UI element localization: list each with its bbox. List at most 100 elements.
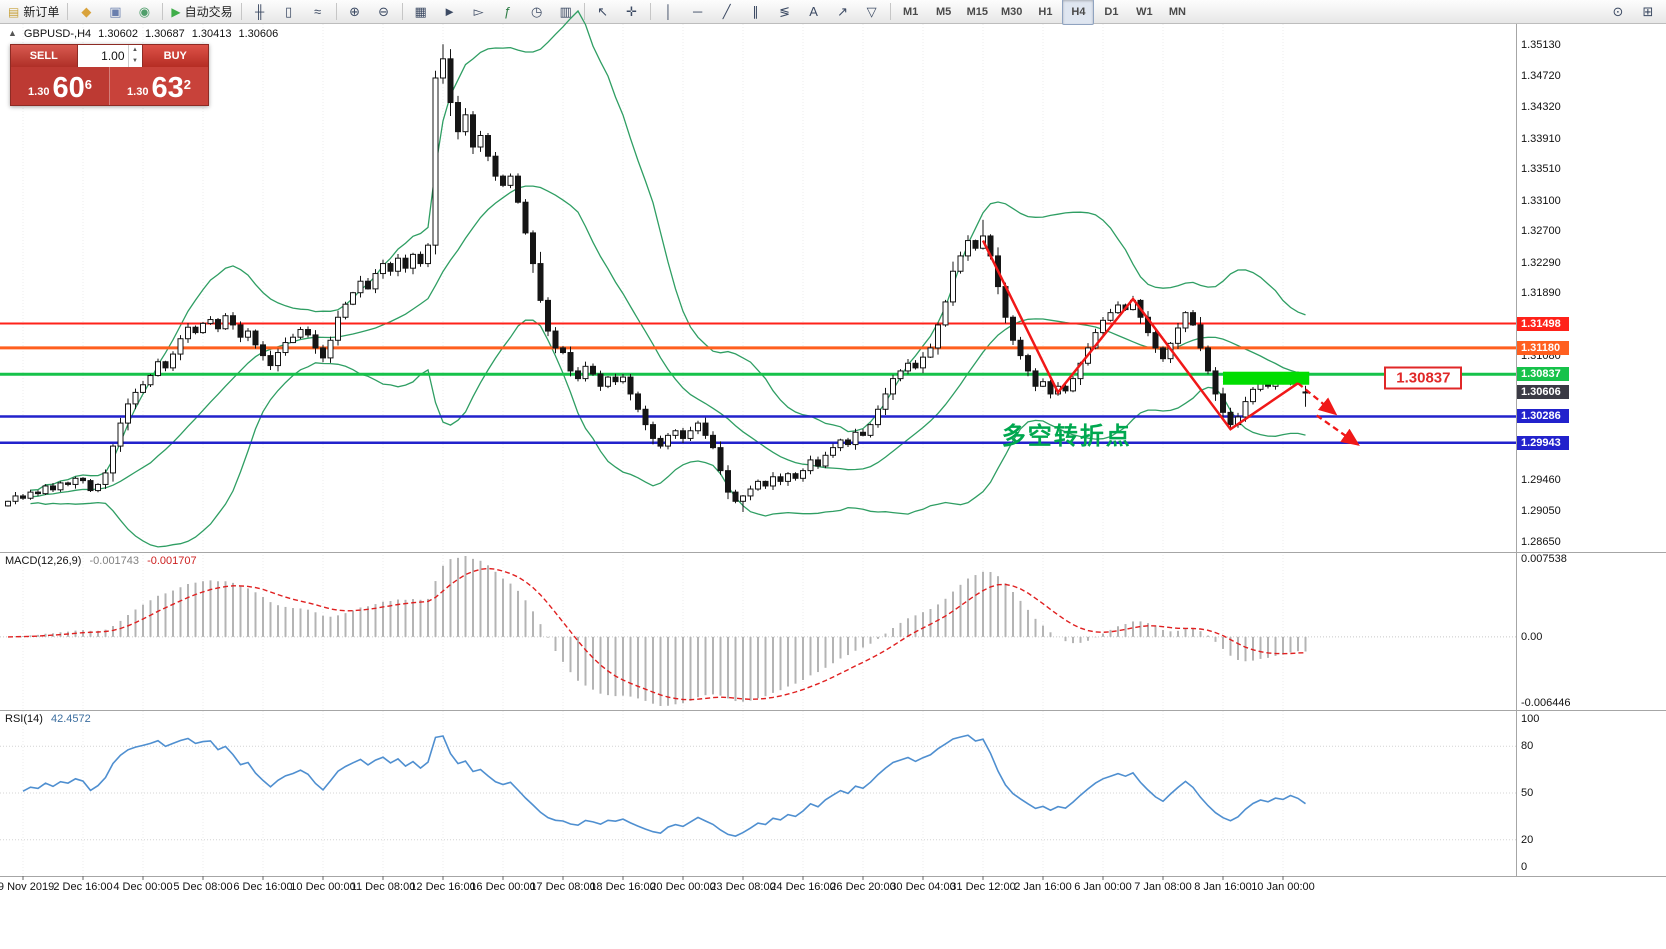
time-axis-label: 2 Dec 16:00 [53, 881, 113, 893]
autotrading-icon: ▶ [171, 4, 181, 19]
tile-windows-icon[interactable]: ▦ [407, 1, 435, 23]
turning-point-annotation[interactable]: 多空转折点 [1001, 423, 1132, 451]
horizontal-line-icon: ─ [693, 4, 703, 19]
macd-axis-label: 0.007538 [1521, 553, 1567, 565]
auto-scroll-icon[interactable]: ► [436, 1, 464, 23]
periods-icon: ◷ [530, 3, 543, 19]
zoom-out-icon[interactable]: ⊖ [370, 1, 398, 23]
volume-field[interactable]: 1.00 ▲ ▼ [76, 45, 143, 67]
toolbar-separator [401, 3, 403, 20]
price-axis-label: 1.33910 [1521, 132, 1561, 145]
indicators-icon[interactable]: ƒ [494, 1, 522, 23]
volume-value[interactable]: 1.00 [101, 49, 125, 63]
arrange-icon[interactable]: ⊞ [1642, 3, 1654, 19]
timeframe-group: M1 M5 M15 M30 H1 H4 D1 W1 MN [895, 0, 1194, 25]
channel-icon: ∥ [752, 3, 759, 19]
timeframe-h1[interactable]: H1 [1038, 5, 1053, 18]
chart-shift-icon[interactable]: ▻ [465, 1, 493, 23]
time-axis-label: 5 Dec 08:00 [173, 881, 233, 893]
rsi-axis-label: 50 [1521, 787, 1534, 799]
crosshair-icon[interactable]: ✛ [618, 1, 646, 23]
volume-stepper-down[interactable]: ▼ [132, 58, 138, 64]
new-order-button[interactable]: ▤ 新订单 [4, 1, 63, 23]
autotrading-button[interactable]: ▶ 自动交易 [167, 1, 236, 23]
zoom-group: ⊕ ⊖ [341, 1, 398, 23]
current-price-tag: 1.30606 [1517, 384, 1569, 399]
cursor-icon: ↖ [597, 3, 609, 19]
buy-price[interactable]: 1.30 63 2 [110, 67, 208, 105]
arrows-icon: ↗ [837, 3, 849, 19]
volume-stepper: ▲ ▼ [127, 45, 142, 67]
price-axis-label: 1.29460 [1521, 473, 1561, 486]
templates-icon[interactable]: ▥ [552, 1, 580, 23]
fibonacci-icon: ≶ [779, 3, 791, 19]
fibonacci-icon[interactable]: ≶ [771, 1, 799, 23]
price-axis-label: 1.32700 [1521, 225, 1561, 238]
tile-windows-icon: ▦ [414, 3, 427, 19]
candlestick-chart-icon: ▯ [285, 3, 293, 19]
profiles-icon[interactable]: ◆ [72, 1, 100, 23]
timeframe-h4[interactable]: H4 [1062, 0, 1095, 25]
macd-label: MACD(12,26,9) -0.001743 -0.001707 [5, 555, 197, 567]
arrows-icon[interactable]: ↗ [829, 1, 857, 23]
bar-chart-icon[interactable]: ╫ [246, 1, 274, 23]
candlestick-chart-icon[interactable]: ▯ [275, 1, 303, 23]
autotrading-group: ▶ 自动交易 [167, 1, 236, 23]
toolbar: ▤ 新订单 ◆ ▣ ◉ ▶ 自动交易 ╫ ▯ ≈ ⊕ ⊖ ▦ ► ▻ ƒ ◷ ▥ ↖ ✛ │ ─ ╱ ∥ ≶ A ↗ ▽ M1 M5 M15… [0, 0, 1666, 25]
vertical-line-icon[interactable]: │ [655, 1, 683, 23]
shapes-icon[interactable]: ▽ [858, 1, 886, 23]
timeframe-m15[interactable]: M15 [966, 5, 989, 18]
templates-icon: ▥ [559, 3, 572, 19]
rsi-value: 42.4572 [50, 713, 91, 725]
time-axis-label: 24 Dec 16:00 [770, 881, 836, 893]
time-axis-label: 11 Dec 08:00 [350, 881, 416, 893]
sell-price[interactable]: 1.30 60 6 [11, 67, 110, 105]
sell-price-sup: 6 [84, 77, 92, 92]
sell-button[interactable]: SELL [11, 45, 77, 67]
trendline-icon: ╱ [722, 3, 731, 19]
buy-button[interactable]: BUY [142, 45, 208, 67]
macd-axis-label: 0.00 [1521, 630, 1543, 643]
timeframe-w1[interactable]: W1 [1136, 5, 1153, 18]
horizontal-line-icon[interactable]: ─ [684, 1, 712, 23]
time-axis-label: 26 Dec 20:00 [830, 881, 896, 893]
time-axis-label: 2 Jan 16:00 [1014, 881, 1072, 893]
text-icon[interactable]: A [800, 1, 828, 23]
cursor-icon[interactable]: ↖ [589, 1, 617, 23]
timeframe-m5[interactable]: M5 [935, 5, 952, 18]
macd-signal-value: -0.001707 [147, 555, 197, 567]
macd-main-value: -0.001743 [89, 555, 140, 567]
line-chart-icon[interactable]: ≈ [304, 1, 332, 23]
periods-icon[interactable]: ◷ [523, 1, 551, 23]
volume-stepper-up[interactable]: ▲ [132, 47, 138, 53]
buy-price-sup: 2 [183, 77, 191, 92]
trendline-icon[interactable]: ╱ [713, 1, 741, 23]
price-axis-label: 1.31890 [1521, 287, 1561, 300]
time-axis-label: 16 Dec 00:00 [470, 881, 536, 893]
timeframe-mn[interactable]: MN [1168, 5, 1186, 18]
time-axis-label: 6 Dec 16:00 [233, 881, 293, 893]
zoom-in-icon: ⊕ [349, 3, 361, 19]
zoom-in-icon[interactable]: ⊕ [341, 1, 369, 23]
market-watch-icon[interactable]: ◉ [130, 1, 158, 23]
price-callout[interactable]: 1.30837 [1384, 366, 1463, 390]
timeframe-m1[interactable]: M1 [902, 5, 919, 18]
time-axis-label: 23 Dec 08:00 [710, 881, 776, 893]
line-chart-icon: ≈ [314, 4, 322, 19]
time-axis-label: 30 Dec 04:00 [890, 881, 956, 893]
ohlc-high: 1.30687 [144, 28, 185, 40]
channel-icon[interactable]: ∥ [742, 1, 770, 23]
toolbar-separator [889, 3, 891, 20]
timeframe-m30[interactable]: M30 [1001, 5, 1023, 18]
charts-grid-icon[interactable]: ▣ [101, 1, 129, 23]
timeframe-d1[interactable]: D1 [1104, 5, 1119, 18]
rsi-axis-label: 0 [1521, 861, 1528, 873]
indicators-icon: ƒ [503, 4, 512, 19]
oneclick-expander-icon[interactable]: ▲ [8, 28, 17, 38]
ohlc-close: 1.30606 [238, 28, 279, 40]
search-icon[interactable]: ⊙ [1612, 3, 1624, 19]
time-axis-label: 10 Jan 00:00 [1251, 881, 1315, 893]
chart-shift-icon: ▻ [473, 3, 484, 19]
